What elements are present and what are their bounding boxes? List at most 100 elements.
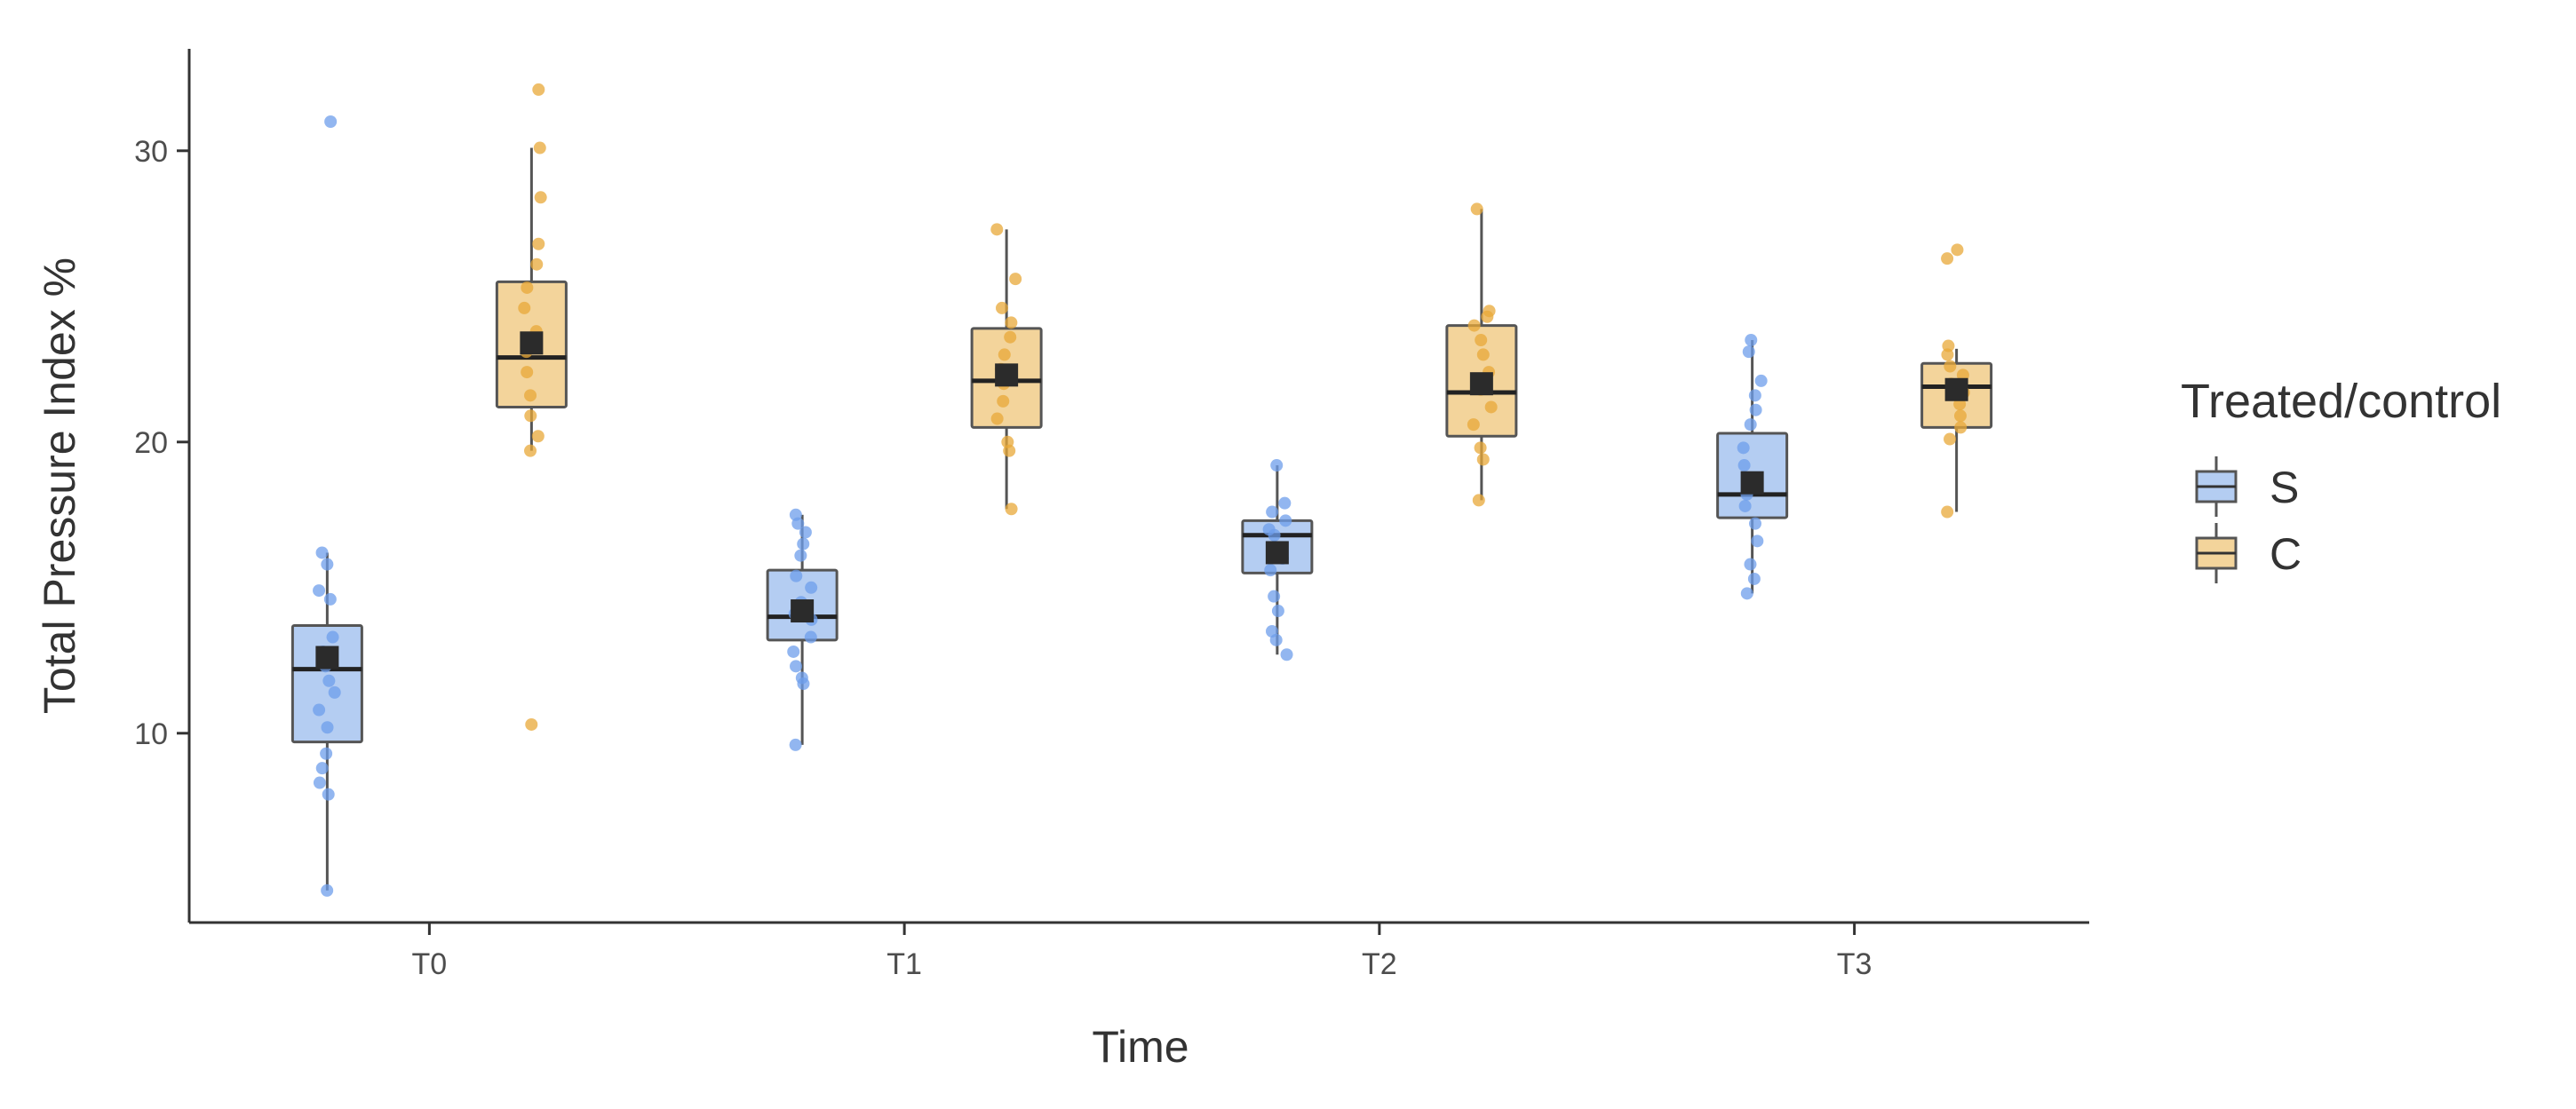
data-point [1942,339,1955,353]
box-S-T0 [290,115,363,897]
legend-key-S: S [2195,456,2299,517]
data-point [315,546,329,559]
data-point [794,549,807,562]
data-point [1001,435,1014,448]
data-point [1278,496,1292,510]
data-point [1953,409,1967,423]
data-point [320,747,333,760]
data-point [787,645,800,658]
data-point [1483,305,1496,318]
data-point [1944,432,1957,446]
data-point [313,584,326,598]
data-point [1264,564,1277,577]
data-point [1268,590,1281,603]
data-point [321,883,334,897]
data-point [328,685,341,699]
legend-key-C: C [2195,523,2302,583]
data-point [524,444,537,457]
y-tick-label: 10 [134,717,168,751]
data-point [524,389,537,402]
data-point [532,237,545,250]
data-point [1744,558,1757,571]
data-point [518,301,531,314]
data-point [1745,334,1758,346]
data-point [1737,459,1751,472]
data-point [315,762,329,775]
data-point [1009,273,1022,286]
data-point [1944,360,1957,373]
data-point [1749,403,1762,416]
data-point [1476,453,1490,466]
box-S-T1 [766,508,839,751]
box-C-T3 [1920,243,1993,519]
data-point [1747,572,1761,585]
data-point [1742,345,1755,359]
data-point [524,409,537,423]
data-point [795,671,808,685]
data-point [324,115,338,128]
data-point [1754,374,1768,387]
data-point [1748,517,1761,530]
x-tick-label: T1 [886,947,922,981]
box-S-T3 [1716,334,1789,600]
data-point [1744,418,1757,432]
data-point [530,257,544,271]
y-tick-label: 30 [134,135,168,169]
data-point [1475,334,1488,346]
data-point [797,537,810,551]
data-point [1484,400,1498,414]
axes: 10 20 30 T0 T1 T2 T3 [134,49,2089,981]
data-point [321,558,334,571]
data-point [997,394,1010,408]
box-S-T2 [1241,459,1314,661]
data-point [1738,499,1752,512]
box-C-T0 [495,83,568,731]
x-tick-label: T0 [412,947,448,981]
data-point [525,717,538,731]
legend-title: Treated/control [2181,375,2501,428]
data-point [531,430,545,443]
data-point [1004,330,1017,344]
mean-marker [1469,372,1493,396]
data-point [1005,316,1018,329]
data-point [995,301,1008,314]
data-point [1941,252,1954,265]
data-point [790,569,803,582]
x-tick-label: T3 [1837,947,1872,981]
mean-marker [315,646,339,669]
data-point [789,738,802,751]
data-point [521,366,534,379]
mean-marker [1740,471,1764,495]
mean-marker [520,331,544,355]
data-point [1279,514,1292,527]
data-point [1270,459,1284,472]
mean-marker [791,599,815,623]
data-point [1751,535,1764,548]
data-point [1954,421,1968,434]
data-point [323,592,337,606]
data-point [1271,605,1284,618]
data-point [313,776,326,789]
data-point [1476,348,1490,361]
data-point [990,223,1004,236]
data-point [1280,648,1293,661]
data-point [1472,494,1485,507]
data-point [1266,505,1279,519]
data-point [322,788,335,801]
data-point [789,508,802,521]
x-axis-title: Time [1092,1022,1189,1072]
data-point [805,581,818,594]
y-tick-label: 20 [134,426,168,460]
data-point [804,630,817,644]
x-tick-label: T2 [1362,947,1397,981]
box-C-T2 [1445,202,1518,507]
legend-label-C: C [2270,529,2302,579]
mean-marker [1265,541,1289,565]
data-point [990,412,1004,425]
data-point [1740,587,1753,600]
y-axis-title: Total Pressure Index % [35,257,84,714]
legend: Treated/control SC [2181,375,2501,583]
box-C-T1 [970,223,1043,516]
data-point [1467,319,1481,332]
